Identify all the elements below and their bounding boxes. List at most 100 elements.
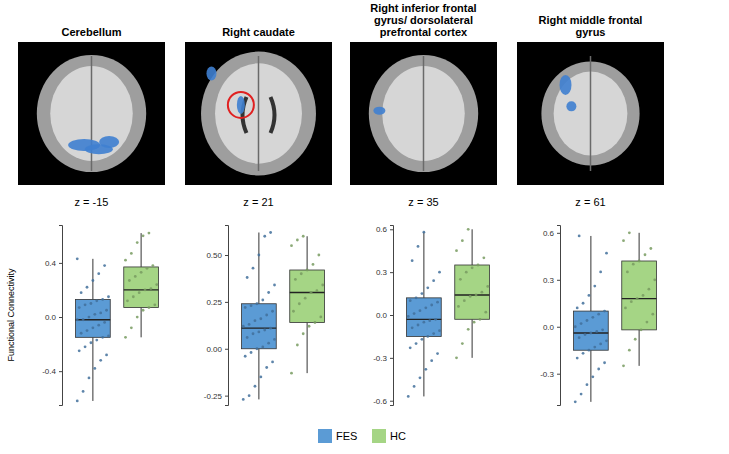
data-point <box>91 279 94 282</box>
tick-mark <box>557 374 560 375</box>
y-axis: -0.40.00.4 <box>42 226 62 406</box>
tick-label: -0.4 <box>42 367 56 376</box>
data-point <box>265 366 268 369</box>
data-point <box>436 301 439 304</box>
data-point <box>78 306 81 309</box>
data-point <box>411 326 414 329</box>
data-point <box>626 271 629 274</box>
data-point <box>582 352 585 355</box>
whisker-upper <box>141 233 142 267</box>
activation-cluster <box>99 136 119 148</box>
data-point <box>261 345 264 348</box>
figure: Cerebellumz = -15-0.40.00.4Functional Co… <box>0 0 729 454</box>
brain-image <box>185 42 332 185</box>
whisker-upper <box>92 259 93 300</box>
data-point <box>640 328 643 331</box>
tick-label: 0.50 <box>206 251 222 260</box>
data-point <box>244 306 247 309</box>
data-point <box>257 254 260 257</box>
data-point <box>99 312 102 315</box>
panel-title: Right caudate <box>222 26 295 38</box>
data-point <box>97 324 100 327</box>
tick: -0.3 <box>373 354 393 363</box>
box <box>407 298 442 337</box>
data-point <box>603 361 606 364</box>
data-point <box>644 253 647 256</box>
data-point <box>308 325 311 328</box>
brain-outline <box>37 55 146 172</box>
tick: 0.0 <box>543 323 560 332</box>
data-point <box>269 231 272 234</box>
data-point <box>259 317 262 320</box>
marks <box>574 231 657 403</box>
data-point <box>415 296 418 299</box>
tick-mark <box>557 233 560 234</box>
data-point <box>588 349 591 352</box>
marks <box>76 232 159 403</box>
data-point <box>473 321 476 324</box>
data-point <box>642 294 645 297</box>
median-line <box>407 319 442 320</box>
data-point <box>321 284 324 287</box>
data-point <box>93 313 96 316</box>
title-line: gyrus/ dorsolateral <box>374 14 473 26</box>
data-point <box>91 326 94 329</box>
data-point <box>457 305 460 308</box>
data-point <box>421 338 424 341</box>
data-point <box>647 288 650 291</box>
tick-mark <box>390 229 393 230</box>
tick-mark <box>557 327 560 328</box>
y-axis: -0.30.00.30.6 <box>540 226 560 406</box>
box <box>290 270 325 323</box>
tick-label: 0.3 <box>543 276 555 285</box>
data-point <box>630 300 633 303</box>
whisker-lower <box>639 330 640 366</box>
data-point <box>155 283 158 286</box>
median-line <box>574 332 609 333</box>
data-point <box>591 316 594 319</box>
title-line: Right middle frontal <box>539 14 643 26</box>
data-point <box>265 314 268 317</box>
data-point <box>130 326 133 329</box>
data-point <box>246 336 249 339</box>
data-point <box>584 333 587 336</box>
data-point <box>434 318 437 321</box>
tick-mark <box>225 255 228 256</box>
y-axis-title: Functional Connectivity <box>6 268 16 362</box>
data-point <box>638 260 641 263</box>
data-point <box>95 339 98 342</box>
brain-image <box>350 42 497 185</box>
title-line: Right caudate <box>222 26 295 38</box>
highlight-circle <box>228 92 254 118</box>
midline <box>91 56 93 171</box>
data-point <box>256 302 259 305</box>
activation-cluster <box>373 107 385 115</box>
data-point <box>477 264 480 267</box>
data-point <box>142 234 145 237</box>
data-point <box>312 263 315 266</box>
data-point <box>148 306 151 309</box>
data-point <box>271 360 274 363</box>
tick-label: 0.6 <box>376 225 388 234</box>
median-line <box>290 292 325 293</box>
tick-mark <box>225 302 228 303</box>
data-point <box>426 286 429 289</box>
data-point <box>430 304 433 307</box>
data-point <box>422 231 425 234</box>
tick: 0.6 <box>543 229 560 238</box>
data-point <box>101 298 104 301</box>
slice-label: z = 61 <box>575 196 605 208</box>
data-point <box>486 285 489 288</box>
whisker-upper <box>423 232 424 298</box>
data-point <box>259 375 262 378</box>
data-point <box>419 309 422 312</box>
data-point <box>459 278 462 281</box>
data-point <box>124 259 127 262</box>
data-point <box>300 272 303 275</box>
data-point <box>317 254 320 257</box>
data-point <box>475 294 478 297</box>
data-point <box>599 343 602 346</box>
axis-line <box>557 226 561 406</box>
legend: FESHC <box>318 429 406 443</box>
data-point <box>632 263 635 266</box>
